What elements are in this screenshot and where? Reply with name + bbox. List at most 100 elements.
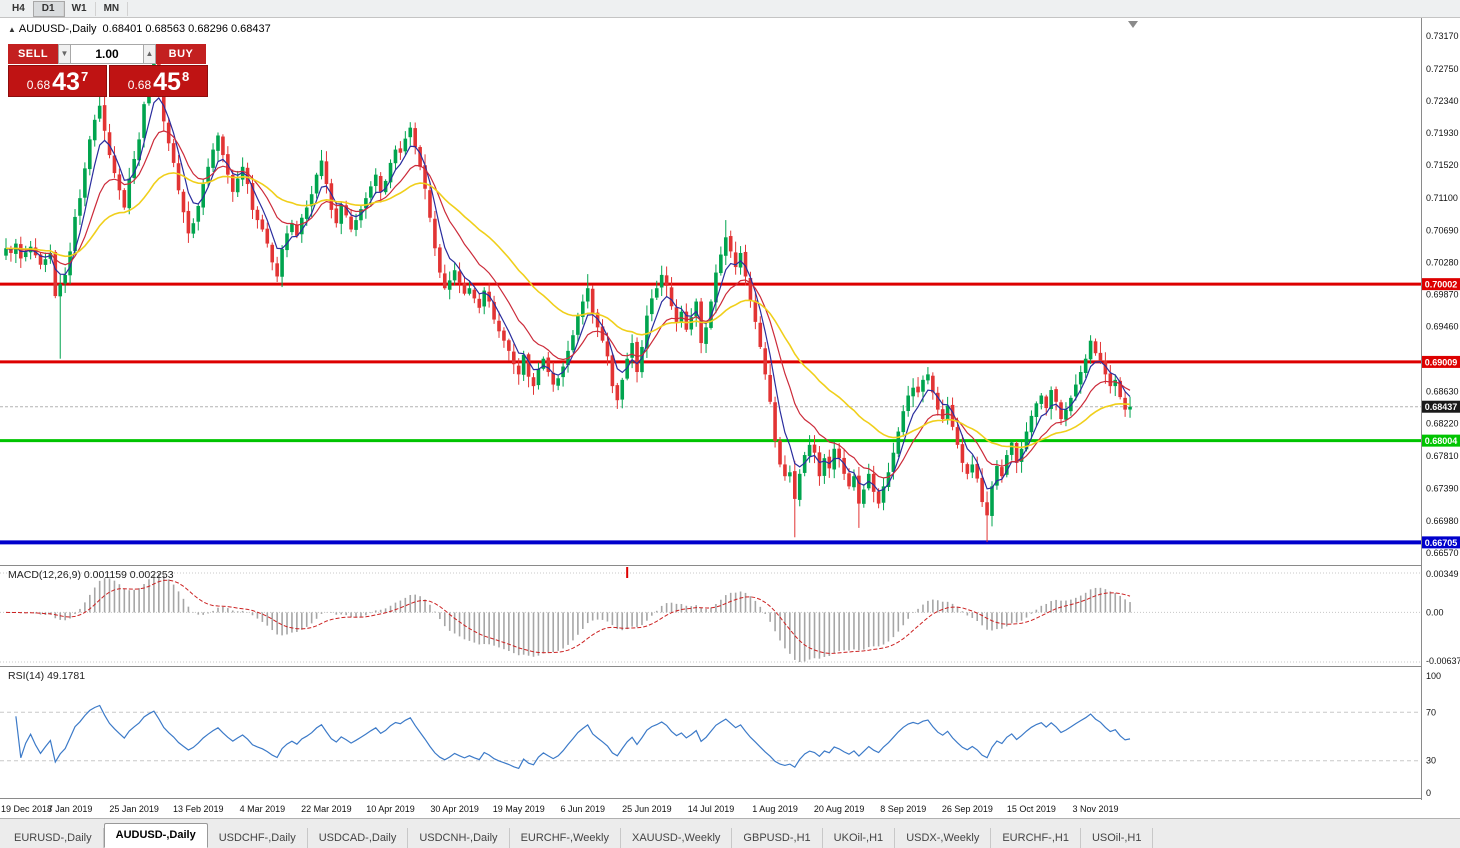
time-axis-label: 13 Feb 2019	[172, 804, 224, 814]
svg-text:0.69460: 0.69460	[1426, 322, 1459, 332]
chart-tab-ukoil-h1[interactable]: UKOil-,H1	[823, 828, 896, 848]
svg-text:0: 0	[1426, 788, 1431, 798]
chart-tab-usoil-h1[interactable]: USOil-,H1	[1081, 828, 1154, 848]
chart-tab-eurchf-weekly[interactable]: EURCHF-,Weekly	[510, 828, 621, 848]
chart-ohlc-values: 0.68401 0.68563 0.68296 0.68437	[102, 23, 271, 35]
time-axis-label: 15 Oct 2019	[1006, 804, 1056, 814]
one-click-trading-panel: SELL ▼ ▲ BUY 0.68 43 7 0.68 45 8	[8, 44, 208, 97]
price-tag	[1422, 434, 1460, 447]
time-axis-label: 30 Apr 2019	[430, 804, 479, 814]
price-scale[interactable]: 0.73170 0.72750 0.72340 0.71930 0.71520 0.711…	[1421, 18, 1460, 800]
timeframe-buttons: H4 D1 W1 MN	[4, 0, 129, 17]
time-axis-label: 8 Sep 2019	[880, 804, 927, 814]
chart-tab-audusd-daily[interactable]: AUDUSD-,Daily	[103, 823, 208, 848]
volume-increase-button[interactable]: ▲	[143, 44, 156, 64]
svg-text:0.71520: 0.71520	[1426, 160, 1459, 170]
timeframe-button-d1[interactable]: D1	[32, 0, 65, 17]
time-axis-label: 19 May 2019	[492, 804, 545, 814]
time-axis[interactable]: 19 Dec 2018 7 Jan 2019 25 Jan 2019 13 Feb 2…	[0, 800, 1460, 818]
chart-tab-eurusd-daily[interactable]: EURUSD-,Daily	[3, 828, 104, 848]
svg-text:0.67390: 0.67390	[1426, 484, 1459, 494]
svg-text:30: 30	[1426, 756, 1436, 766]
time-axis-label: 25 Jan 2019	[109, 804, 159, 814]
chart-background	[0, 18, 1460, 800]
timeframe-toolbar: H4 D1 W1 MN	[0, 0, 1460, 18]
svg-text:0.66705: 0.66705	[1425, 538, 1458, 548]
timeframe-button-mn[interactable]: MN	[96, 1, 129, 16]
time-axis-label: 7 Jan 2019	[47, 804, 93, 814]
svg-text:0.68220: 0.68220	[1426, 419, 1459, 429]
time-axis-label: 3 Nov 2019	[1072, 804, 1119, 814]
svg-text:0.70002: 0.70002	[1425, 280, 1458, 290]
sell-price-display[interactable]: 0.68 43 7	[8, 65, 107, 97]
trade-panel-top-row: SELL ▼ ▲ BUY	[8, 44, 208, 64]
time-axis-label: 22 Mar 2019	[301, 804, 352, 814]
svg-text:0.68004: 0.68004	[1425, 436, 1458, 446]
buy-price-pip: 8	[181, 69, 190, 84]
sell-button[interactable]: SELL	[8, 44, 58, 64]
price-tag	[1422, 536, 1460, 549]
timeframe-button-h4[interactable]: H4	[4, 1, 34, 16]
chart-tab-gbpusd-h1[interactable]: GBPUSD-,H1	[732, 828, 823, 848]
svg-text:0.73170: 0.73170	[1426, 31, 1459, 41]
macd-label: MACD(12,26,9) 0.001159 0.002253	[8, 569, 174, 581]
price-tag	[1422, 400, 1460, 413]
chart-tab-usdcad-daily[interactable]: USDCAD-,Daily	[308, 828, 409, 848]
svg-text:0.70690: 0.70690	[1426, 225, 1459, 235]
timeframe-button-w1[interactable]: W1	[64, 1, 96, 16]
time-axis-label: 14 Jul 2019	[687, 804, 735, 814]
rsi-label: RSI(14) 49.1781	[8, 670, 85, 682]
volume-input[interactable]	[71, 44, 143, 64]
svg-text:0.71930: 0.71930	[1426, 128, 1459, 138]
svg-text:-0.00637: -0.00637	[1426, 656, 1460, 666]
svg-text:0.69870: 0.69870	[1426, 289, 1459, 299]
time-axis-label: 1 Aug 2019	[752, 804, 798, 814]
chart-shift-marker-icon[interactable]	[1128, 21, 1138, 28]
buy-price-big: 45	[153, 68, 181, 96]
time-axis-label: 19 Dec 2018	[1, 804, 53, 814]
svg-text:0.00349: 0.00349	[1426, 569, 1459, 579]
svg-text:0.66980: 0.66980	[1426, 516, 1459, 526]
svg-text:70: 70	[1426, 707, 1436, 717]
time-axis-label: 6 Jun 2019	[560, 804, 606, 814]
sell-price-big: 43	[52, 68, 80, 96]
buy-price-display[interactable]: 0.68 45 8	[109, 65, 208, 97]
chart-symbol-label: AUDUSD-,Daily	[18, 23, 97, 35]
chart-tab-bar: EURUSD-,Daily AUDUSD-,Daily USDCHF-,Daily U…	[0, 818, 1460, 848]
chart-window[interactable]: MACD(12,26,9) 0.001159 0.002253 RSI(14) 4…	[0, 18, 1460, 818]
chart-tab-usdchf-daily[interactable]: USDCHF-,Daily	[208, 828, 308, 848]
svg-text:0.71100: 0.71100	[1426, 193, 1458, 203]
rsi-pane: RSI(14) 49.1781	[0, 670, 1421, 770]
svg-text:0.72750: 0.72750	[1426, 64, 1459, 74]
buy-button[interactable]: BUY	[156, 44, 206, 64]
svg-text:0.67810: 0.67810	[1426, 451, 1459, 461]
macd-pane: MACD(12,26,9) 0.001159 0.002253	[0, 567, 1421, 663]
moving-averages-layer	[5, 97, 1131, 492]
svg-text:0.70280: 0.70280	[1426, 257, 1459, 267]
time-axis-label: 25 Jun 2019	[622, 804, 672, 814]
price-chart[interactable]: MACD(12,26,9) 0.001159 0.002253 RSI(14) 4…	[0, 18, 1460, 800]
time-axis-label: 10 Apr 2019	[366, 804, 415, 814]
svg-text:0.69009: 0.69009	[1425, 357, 1458, 367]
trade-panel-price-row: 0.68 43 7 0.68 45 8	[8, 65, 208, 97]
chart-tab-eurchf-h1[interactable]: EURCHF-,H1	[991, 828, 1081, 848]
price-tag	[1422, 355, 1460, 368]
chart-tab-usdx-weekly[interactable]: USDX-,Weekly	[895, 828, 992, 848]
time-axis-label: 20 Aug 2019	[813, 804, 865, 814]
chart-symbol-arrow-icon: ▲	[8, 25, 16, 34]
svg-text:0.68630: 0.68630	[1426, 387, 1459, 397]
sell-price-small: 0.68	[26, 78, 51, 92]
level-lines[interactable]	[0, 282, 1421, 545]
time-axis-label: 4 Mar 2019	[239, 804, 286, 814]
svg-text:0.66570: 0.66570	[1426, 548, 1459, 558]
chart-tab-xauusd-weekly[interactable]: XAUUSD-,Weekly	[621, 828, 733, 848]
svg-text:0.68437: 0.68437	[1425, 402, 1458, 412]
svg-text:0.72340: 0.72340	[1426, 96, 1459, 106]
price-tag	[1422, 278, 1460, 291]
svg-text:100: 100	[1426, 671, 1441, 681]
volume-decrease-button[interactable]: ▼	[58, 44, 71, 64]
chart-tab-usdcnh-daily[interactable]: USDCNH-,Daily	[408, 828, 510, 848]
chart-header: ▲ AUDUSD-,Daily 0.68401 0.68563 0.68296 0.…	[8, 23, 271, 35]
sell-price-pip: 7	[80, 69, 89, 84]
svg-text:0.00: 0.00	[1426, 607, 1444, 617]
